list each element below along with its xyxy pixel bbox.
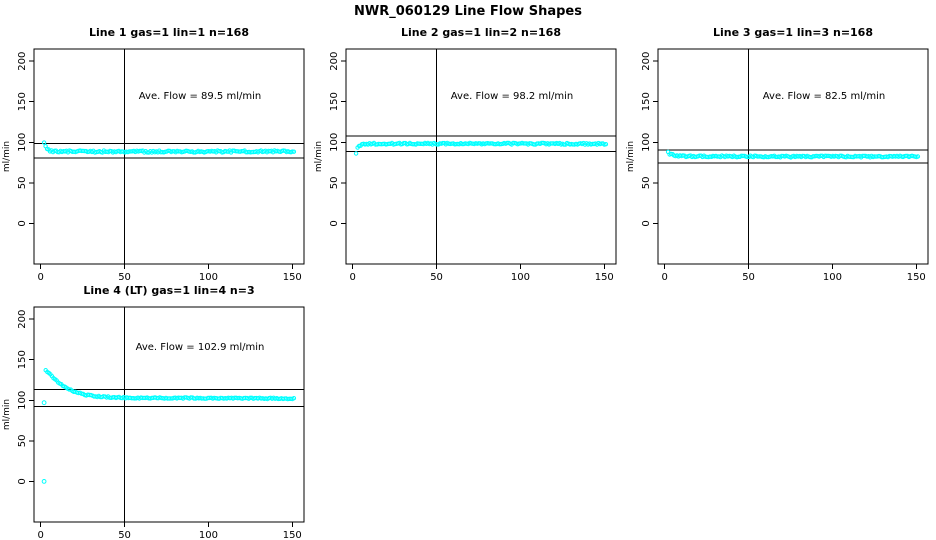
- x-tick-label: 150: [283, 272, 302, 280]
- flow-point: [41, 140, 47, 145]
- line-2-plot-canvas: Line 2 gas=1 lin=2 n=168 Ave. Flow = 98.…: [314, 26, 617, 280]
- flow-point: [603, 142, 609, 147]
- y-tick-label: 0: [641, 220, 652, 226]
- y-tick-label: 150: [17, 92, 28, 111]
- plot-line-3: Line 3 gas=1 lin=3 n=168 Ave. Flow = 82.…: [624, 22, 936, 280]
- line-1-plot-canvas: Line 1 gas=1 lin=1 n=168 Ave. Flow = 89.…: [2, 26, 305, 280]
- data-points: [353, 140, 609, 156]
- x-tick-label: 0: [38, 530, 44, 538]
- flow-point: [915, 154, 921, 159]
- x-tick-label: 100: [199, 272, 218, 280]
- x-tick-label: 0: [350, 272, 356, 280]
- y-axis-label: ml/min: [2, 399, 12, 430]
- y-tick-label: 200: [17, 52, 28, 71]
- axis-frame: [29, 306, 305, 527]
- avg-flow-annotation: Ave. Flow = 102.9 ml/min: [136, 342, 265, 353]
- y-tick-label: 0: [17, 478, 28, 484]
- x-tick-label: 50: [118, 530, 131, 538]
- avg-flow-annotation: Ave. Flow = 89.5 ml/min: [139, 91, 261, 102]
- y-tick-label: 100: [329, 133, 340, 152]
- x-tick-label: 100: [199, 530, 218, 538]
- y-tick-label: 200: [641, 52, 652, 71]
- data-points: [665, 149, 921, 160]
- flow-point: [291, 396, 297, 401]
- plot-line-2: Line 2 gas=1 lin=2 n=168 Ave. Flow = 98.…: [312, 22, 624, 280]
- x-tick-label: 50: [430, 272, 443, 280]
- line-3-plot-canvas: Line 3 gas=1 lin=3 n=168 Ave. Flow = 82.…: [626, 26, 929, 280]
- axis-frame: [653, 48, 929, 269]
- y-tick-label: 50: [641, 177, 652, 190]
- y-tick-label: 100: [17, 391, 28, 410]
- y-tick-label: 0: [329, 220, 340, 226]
- x-tick-label: 150: [283, 530, 302, 538]
- axis-frame: [341, 48, 617, 269]
- flow-point: [353, 151, 359, 156]
- x-tick-label: 150: [595, 272, 614, 280]
- y-tick-label: 50: [17, 435, 28, 448]
- x-tick-label: 100: [823, 272, 842, 280]
- y-axis-label: ml/min: [314, 141, 324, 172]
- plot-title: Line 1 gas=1 lin=1 n=168: [89, 26, 249, 39]
- x-tick-label: 50: [742, 272, 755, 280]
- line-4-plot-canvas: Line 4 (LT) gas=1 lin=4 n=3 Ave. Flow = …: [2, 284, 305, 538]
- x-tick-label: 0: [38, 272, 44, 280]
- x-tick-label: 0: [662, 272, 668, 280]
- outlier-point: [41, 479, 47, 484]
- x-tick-label: 150: [907, 272, 926, 280]
- data-points: [41, 140, 297, 155]
- y-tick-label: 100: [641, 133, 652, 152]
- y-axis-label: ml/min: [626, 141, 636, 172]
- plot-grid: Line 1 gas=1 lin=1 n=168 Ave. Flow = 89.…: [0, 22, 936, 538]
- y-tick-label: 150: [641, 92, 652, 111]
- x-tick-label: 100: [511, 272, 530, 280]
- data-points: [41, 368, 297, 484]
- y-tick-label: 200: [329, 52, 340, 71]
- figure-title: NWR_060129 Line Flow Shapes: [354, 4, 582, 19]
- y-tick-label: 200: [17, 310, 28, 329]
- x-tick-label: 50: [118, 272, 131, 280]
- plot-title: Line 2 gas=1 lin=2 n=168: [401, 26, 561, 39]
- flow-point: [291, 149, 297, 154]
- plot-title: Line 4 (LT) gas=1 lin=4 n=3: [83, 284, 254, 297]
- y-tick-label: 150: [329, 92, 340, 111]
- y-tick-label: 100: [17, 133, 28, 152]
- avg-flow-annotation: Ave. Flow = 82.5 ml/min: [763, 91, 885, 102]
- plot-line-1: Line 1 gas=1 lin=1 n=168 Ave. Flow = 89.…: [0, 22, 312, 280]
- plot-line-4-lt: Line 4 (LT) gas=1 lin=4 n=3 Ave. Flow = …: [0, 280, 312, 538]
- y-tick-label: 50: [329, 177, 340, 190]
- outlier-point: [41, 400, 47, 406]
- y-tick-label: 50: [17, 177, 28, 190]
- plot-title: Line 3 gas=1 lin=3 n=168: [713, 26, 873, 39]
- y-tick-label: 150: [17, 350, 28, 369]
- axis-frame: [29, 48, 305, 269]
- avg-flow-annotation: Ave. Flow = 98.2 ml/min: [451, 91, 573, 102]
- y-tick-label: 0: [17, 220, 28, 226]
- y-axis-label: ml/min: [2, 141, 12, 172]
